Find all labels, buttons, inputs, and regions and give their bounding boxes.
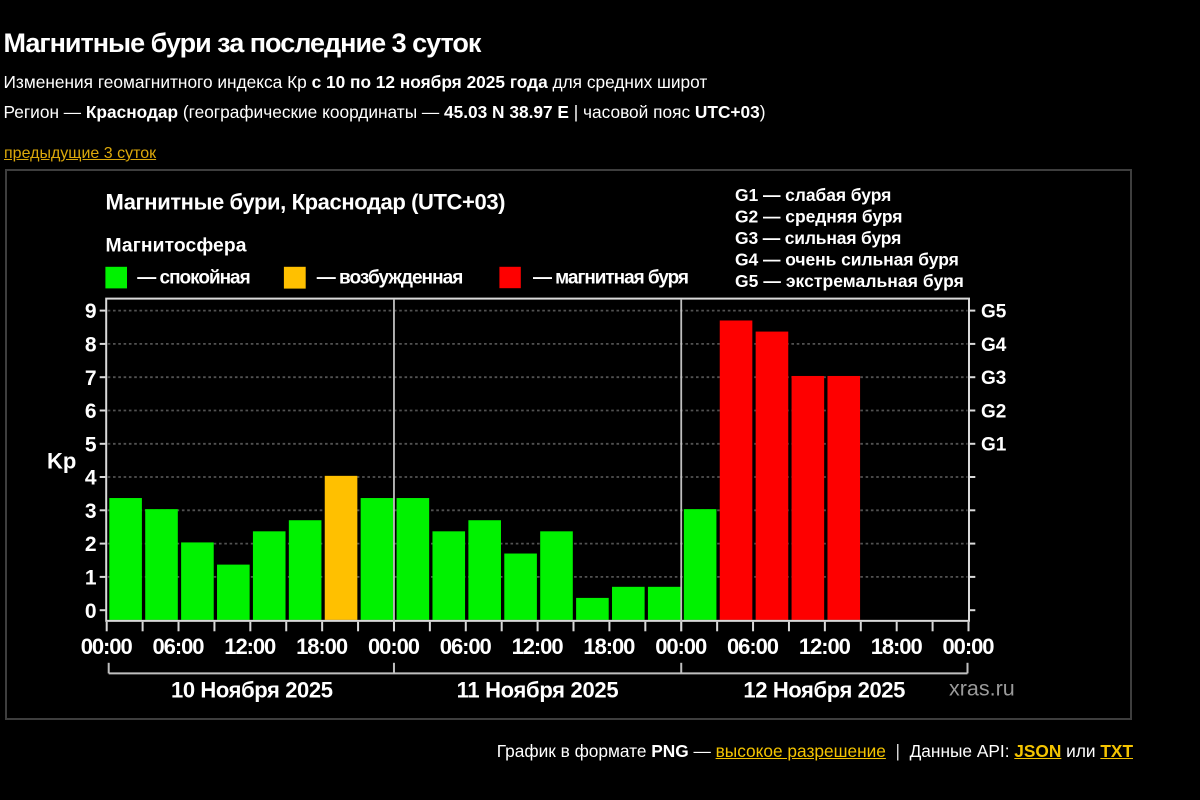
svg-text:4: 4 [85, 467, 97, 490]
svg-text:Kp: Kp [47, 448, 76, 473]
svg-text:G4 — очень сильная буря: G4 — очень сильная буря [735, 249, 959, 269]
svg-text:12:00: 12:00 [512, 634, 564, 659]
svg-text:G1 — слабая буря: G1 — слабая буря [735, 185, 891, 205]
svg-text:6: 6 [85, 400, 97, 423]
svg-text:11 Ноября 2025: 11 Ноября 2025 [457, 678, 619, 703]
svg-text:G3: G3 [981, 368, 1006, 389]
svg-text:00:00: 00:00 [81, 634, 133, 659]
svg-text:3: 3 [85, 500, 97, 523]
svg-text:12:00: 12:00 [224, 634, 276, 659]
svg-text:— возбужденная: — возбужденная [317, 267, 464, 288]
svg-text:G1: G1 [981, 435, 1007, 456]
svg-text:10 Ноября 2025: 10 Ноября 2025 [171, 678, 333, 703]
svg-text:G3 — сильная буря: G3 — сильная буря [735, 228, 901, 248]
svg-text:xras.ru: xras.ru [949, 677, 1015, 701]
svg-text:7: 7 [85, 367, 97, 390]
svg-text:G5: G5 [981, 302, 1007, 323]
svg-text:12 Ноября 2025: 12 Ноября 2025 [743, 678, 905, 703]
svg-text:06:00: 06:00 [153, 634, 205, 659]
svg-text:2: 2 [85, 533, 97, 556]
svg-text:Магнитосфера: Магнитосфера [106, 235, 247, 256]
svg-text:G2: G2 [981, 401, 1006, 422]
svg-text:18:00: 18:00 [583, 634, 635, 659]
svg-text:00:00: 00:00 [943, 634, 995, 659]
svg-text:0: 0 [85, 600, 97, 623]
svg-text:— магнитная буря: — магнитная буря [533, 267, 689, 288]
svg-text:18:00: 18:00 [296, 634, 348, 659]
svg-text:18:00: 18:00 [871, 634, 923, 659]
svg-text:1: 1 [85, 567, 97, 590]
svg-text:Магнитные бури, Краснодар (UTC: Магнитные бури, Краснодар (UTC+03) [106, 189, 506, 214]
svg-text:06:00: 06:00 [727, 634, 779, 659]
svg-text:8: 8 [85, 334, 97, 357]
svg-text:G5 — экстремальная буря: G5 — экстремальная буря [735, 271, 964, 291]
svg-text:12:00: 12:00 [799, 634, 851, 659]
svg-text:G4: G4 [981, 335, 1007, 356]
svg-text:00:00: 00:00 [655, 634, 707, 659]
svg-text:G2 — средняя буря: G2 — средняя буря [735, 206, 903, 226]
svg-text:— спокойная: — спокойная [137, 267, 250, 288]
svg-text:9: 9 [85, 300, 97, 323]
svg-text:06:00: 06:00 [440, 634, 492, 659]
svg-text:00:00: 00:00 [368, 634, 420, 659]
svg-text:5: 5 [85, 433, 97, 456]
